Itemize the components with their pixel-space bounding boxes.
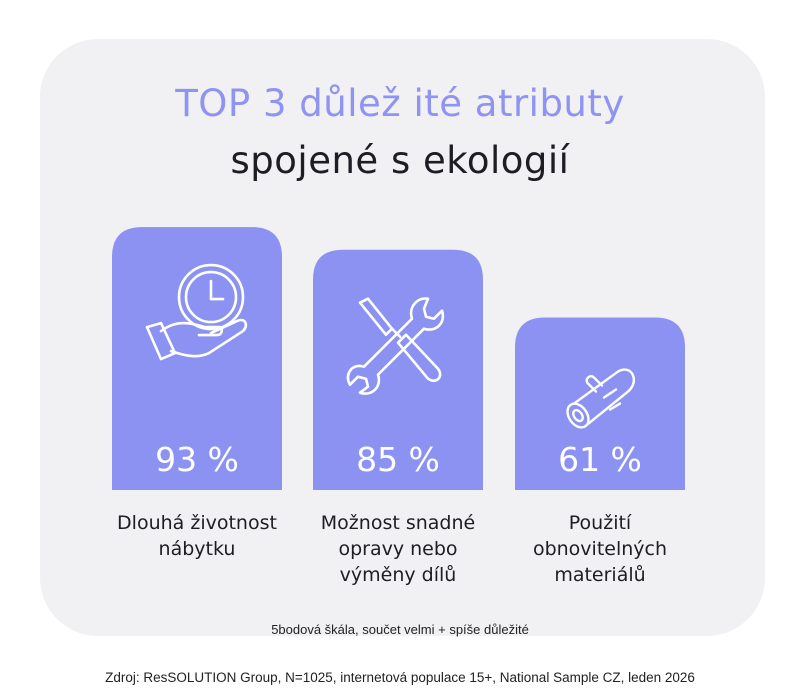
chart-note: 5bodová škála, součet velmi + spíše důle… xyxy=(271,622,529,637)
chart-subtitle: spojené s ekologií xyxy=(230,139,570,182)
bar-2 xyxy=(313,249,483,490)
category-label-line: Použití xyxy=(568,512,632,534)
category-label: Použití obnovitelných materiálů xyxy=(505,510,695,588)
category-label-line: nábytku xyxy=(158,538,236,560)
category-label-line: opravy nebo xyxy=(338,538,458,560)
category-label-line: Možnost snadné xyxy=(320,512,476,534)
category-label: Možnost snadné opravy nebo výměny dílů xyxy=(303,510,493,588)
chart-source: Zdroj: ResSOLUTION Group, N=1025, intern… xyxy=(105,670,695,685)
bar-value-label: 61 % xyxy=(558,440,642,479)
chart-title: TOP 3 důlež ité atributy xyxy=(175,82,625,125)
bar-3 xyxy=(515,317,685,490)
category-label-line: výměny dílů xyxy=(339,564,457,586)
tools-wrench-screwdriver-icon xyxy=(346,297,445,395)
category-label-line: materiálů xyxy=(554,564,646,586)
category-label: Dlouhá životnost nábytku xyxy=(102,510,292,562)
bar-1 xyxy=(112,227,282,491)
bar-value-label: 93 % xyxy=(155,440,239,479)
bar-value-label: 85 % xyxy=(356,440,440,479)
category-label-line: Dlouhá životnost xyxy=(117,512,277,534)
hand-clock-icon xyxy=(145,263,248,361)
log-wood-icon xyxy=(566,368,635,429)
category-label-line: obnovitelných xyxy=(532,538,668,560)
